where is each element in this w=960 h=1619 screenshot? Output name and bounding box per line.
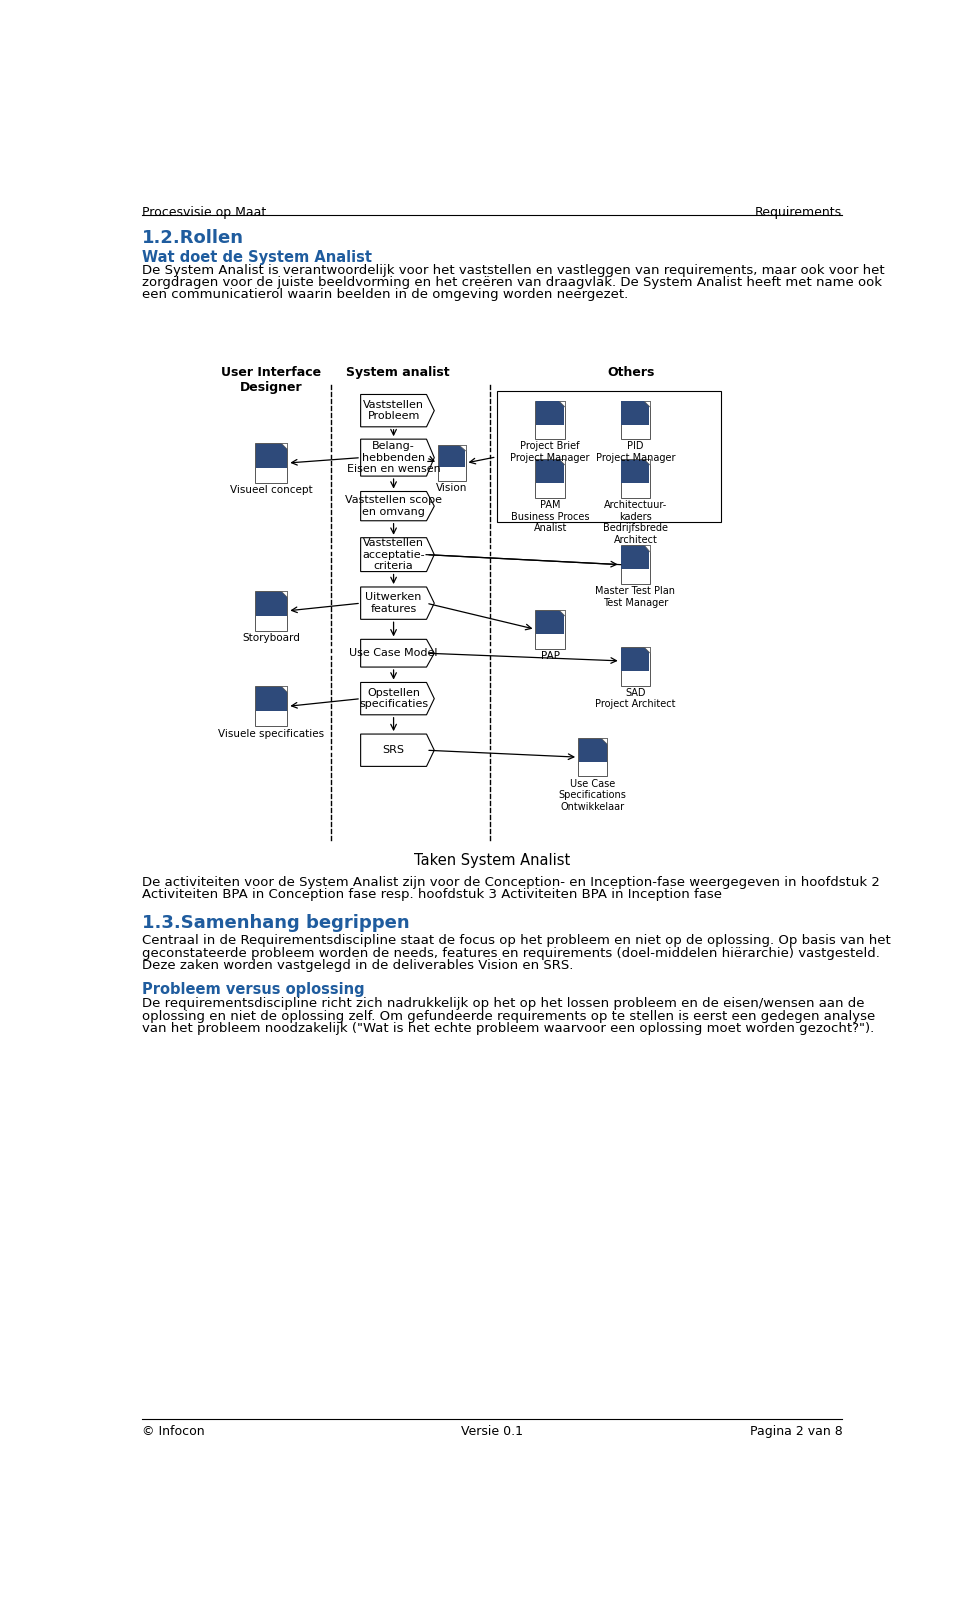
- Text: Wat doet de System Analist: Wat doet de System Analist: [142, 249, 372, 266]
- Bar: [255, 444, 287, 468]
- Polygon shape: [559, 610, 564, 617]
- Text: De requirementsdiscipline richt zich nadrukkelijk op het op het lossen probleem : De requirementsdiscipline richt zich nad…: [142, 997, 864, 1010]
- Bar: [536, 460, 564, 497]
- Text: Use Case
Specifications
Ontwikkelaar: Use Case Specifications Ontwikkelaar: [559, 779, 627, 811]
- Text: Activiteiten BPA in Conception fase resp. hoofdstuk 3 Activiteiten BPA in Incept: Activiteiten BPA in Conception fase resp…: [142, 889, 722, 902]
- Polygon shape: [361, 538, 434, 572]
- Text: PAM
Business Proces
Analist: PAM Business Proces Analist: [511, 500, 589, 533]
- Text: Vaststellen scope
en omvang: Vaststellen scope en omvang: [345, 495, 442, 516]
- Polygon shape: [281, 591, 287, 597]
- Text: Vaststellen
Probleem: Vaststellen Probleem: [363, 400, 424, 421]
- Polygon shape: [644, 546, 650, 552]
- Text: Visueel concept: Visueel concept: [229, 486, 312, 495]
- Polygon shape: [559, 400, 564, 406]
- Bar: [537, 610, 564, 635]
- Polygon shape: [644, 648, 650, 652]
- Text: Use Case Model: Use Case Model: [349, 648, 438, 659]
- Polygon shape: [361, 395, 434, 427]
- Bar: [621, 460, 650, 497]
- Text: een communicatierol waarin beelden in de omgeving worden neergezet.: een communicatierol waarin beelden in de…: [142, 288, 628, 301]
- Bar: [496, 392, 721, 523]
- Bar: [438, 445, 466, 481]
- Bar: [621, 546, 649, 570]
- Polygon shape: [361, 733, 434, 766]
- Bar: [621, 460, 649, 482]
- Text: De System Analist is verantwoordelijk voor het vaststellen en vastleggen van req: De System Analist is verantwoordelijk vo…: [142, 264, 884, 277]
- Bar: [578, 738, 608, 777]
- Polygon shape: [361, 683, 434, 716]
- Bar: [439, 447, 465, 468]
- Text: geconstateerde probleem worden de needs, features en requirements (doel-middelen: geconstateerde probleem worden de needs,…: [142, 947, 879, 960]
- Bar: [537, 402, 564, 424]
- Text: Deze zaken worden vastgelegd in de deliverables Vision en SRS.: Deze zaken worden vastgelegd in de deliv…: [142, 958, 573, 971]
- Polygon shape: [361, 588, 434, 620]
- Text: Architectuur-
kaders
Bedrijfsbrede
Architect: Architectuur- kaders Bedrijfsbrede Archi…: [603, 500, 668, 544]
- Bar: [621, 402, 649, 424]
- Bar: [254, 444, 287, 482]
- Bar: [621, 648, 650, 685]
- Text: Probleem versus oplossing: Probleem versus oplossing: [142, 983, 365, 997]
- Text: Vaststellen
acceptatie-
criteria: Vaststellen acceptatie- criteria: [362, 538, 425, 572]
- Text: Pagina 2 van 8: Pagina 2 van 8: [750, 1425, 842, 1438]
- Text: SRS: SRS: [383, 745, 404, 754]
- Text: zorgdragen voor de juiste beeldvorming en het creëren van draagvlak. De System A: zorgdragen voor de juiste beeldvorming e…: [142, 275, 881, 288]
- Text: Opstellen
specificaties: Opstellen specificaties: [359, 688, 428, 709]
- Bar: [621, 400, 650, 439]
- Text: oplossing en niet de oplossing zelf. Om gefundeerde requirements op te stellen i: oplossing en niet de oplossing zelf. Om …: [142, 1010, 875, 1023]
- Bar: [254, 686, 287, 727]
- Polygon shape: [361, 492, 434, 521]
- Text: Visuele specificaties: Visuele specificaties: [218, 729, 324, 738]
- Text: van het probleem noodzakelijk ("Wat is het echte probleem waarvoor een oplossing: van het probleem noodzakelijk ("Wat is h…: [142, 1022, 874, 1035]
- Bar: [255, 686, 287, 711]
- Text: Belang-
hebbenden
Eisen en wensen: Belang- hebbenden Eisen en wensen: [347, 440, 441, 474]
- Polygon shape: [644, 460, 650, 465]
- Polygon shape: [361, 640, 434, 667]
- Text: Master Test Plan
Test Manager: Master Test Plan Test Manager: [595, 586, 676, 607]
- Bar: [579, 738, 607, 763]
- Bar: [537, 460, 564, 482]
- Text: Versie 0.1: Versie 0.1: [461, 1425, 523, 1438]
- Text: Centraal in de Requirementsdiscipline staat de focus op het probleem en niet op : Centraal in de Requirementsdiscipline st…: [142, 934, 891, 947]
- Text: Uitwerken
features: Uitwerken features: [366, 593, 421, 614]
- Text: Procesvisie op Maat: Procesvisie op Maat: [142, 206, 266, 219]
- Text: Project Brief
Project Manager: Project Brief Project Manager: [511, 442, 589, 463]
- Polygon shape: [361, 439, 434, 476]
- Text: System analist: System analist: [346, 366, 449, 379]
- Text: User Interface
Designer: User Interface Designer: [221, 366, 322, 393]
- Polygon shape: [281, 686, 287, 693]
- Text: Vision: Vision: [436, 482, 468, 494]
- Text: De activiteiten voor de System Analist zijn voor de Conception- en Inception-fas: De activiteiten voor de System Analist z…: [142, 876, 879, 889]
- Bar: [536, 610, 564, 649]
- Text: 1.2.Rollen: 1.2.Rollen: [142, 228, 244, 248]
- Text: Others: Others: [608, 366, 655, 379]
- Polygon shape: [559, 460, 564, 465]
- Bar: [621, 648, 649, 670]
- Polygon shape: [281, 444, 287, 448]
- Text: Storyboard: Storyboard: [242, 633, 300, 643]
- Polygon shape: [601, 738, 608, 745]
- Bar: [621, 546, 650, 584]
- Text: 1.3.Samenhang begrippen: 1.3.Samenhang begrippen: [142, 915, 409, 933]
- Polygon shape: [644, 400, 650, 406]
- Bar: [536, 400, 564, 439]
- Text: Requirements: Requirements: [756, 206, 842, 219]
- Bar: [255, 591, 287, 615]
- Bar: [254, 591, 287, 631]
- Text: PAP: PAP: [540, 651, 560, 661]
- Text: © Infocon: © Infocon: [142, 1425, 204, 1438]
- Text: Taken System Analist: Taken System Analist: [414, 853, 570, 868]
- Text: PID
Project Manager: PID Project Manager: [595, 442, 675, 463]
- Polygon shape: [460, 445, 466, 452]
- Text: SAD
Project Architect: SAD Project Architect: [595, 688, 676, 709]
